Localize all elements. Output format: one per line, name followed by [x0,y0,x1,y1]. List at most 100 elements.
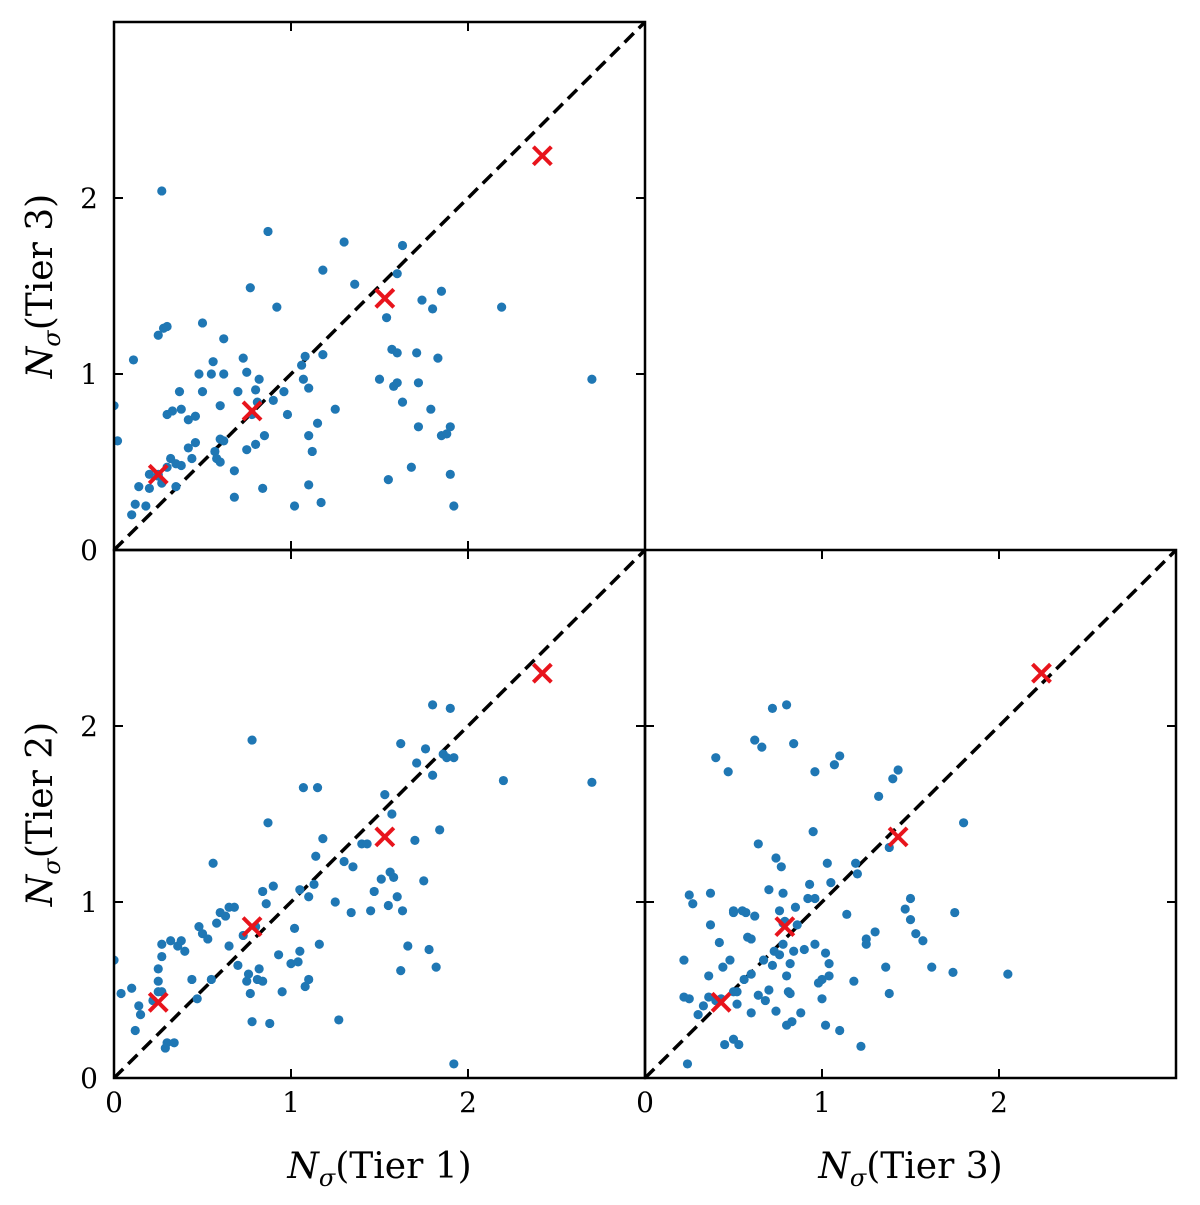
data-point [397,906,408,916]
data-point [169,1038,179,1048]
highlight-marker [241,400,263,422]
data-point [835,1025,845,1036]
data-point [318,265,328,275]
data-point [206,369,216,379]
data-point [704,971,714,981]
data-point [128,355,139,365]
data-point [157,939,167,949]
data-point [959,818,969,828]
data-point [259,431,270,441]
data-point [698,1001,709,1011]
data-point [295,885,305,895]
data-point [298,374,308,384]
data-point [247,735,257,745]
data-point [157,951,167,962]
data-point [718,962,728,972]
data-point [144,469,154,479]
data-point [796,1008,806,1018]
x-axis-label: Nσ(Tier 1) [286,1146,471,1192]
data-point [229,466,239,476]
data-point [380,790,390,800]
data-point [350,279,360,289]
data-point [948,967,958,978]
data-point [348,862,358,872]
data-point [304,480,314,490]
data-point [587,777,597,787]
data-point [144,483,154,493]
data-point [279,387,289,397]
data-point [445,422,455,432]
data-point [153,330,163,340]
data-point [362,839,372,849]
y-tick-label: 0 [80,1062,98,1095]
data-point [304,383,314,393]
data-point [330,897,340,907]
data-point [810,767,820,777]
axes-frame [643,548,1178,1080]
highlight-marker [374,826,396,848]
data-point [304,431,314,441]
data-point [785,959,795,969]
data-point [210,446,220,457]
data-point [679,955,689,965]
diagonal-line [114,550,645,1078]
data-point [420,744,431,754]
data-point [826,878,836,888]
data-point [881,962,891,972]
data-point [314,939,324,949]
data-point [426,404,436,414]
data-point [888,774,898,784]
data-point [135,1010,146,1020]
data-point [268,395,278,405]
data-point [720,1039,730,1050]
data-point [318,350,328,360]
data-point [787,1017,797,1027]
data-point [366,906,376,916]
data-point [282,409,293,420]
data-point [413,378,424,388]
highlight-marker [147,463,169,485]
data-point [307,446,317,457]
data-point [134,1001,144,1011]
data-point [760,995,770,1006]
data-point [247,1017,257,1027]
x-axis-label-text: (Tier 3) [866,1146,1002,1187]
data-point [254,374,264,384]
data-point [203,934,213,944]
y-axis-label-text: (Tier 2) [20,722,61,858]
y-tick-label: 2 [80,182,98,215]
data-point [817,974,827,985]
data-point [304,892,314,902]
data-point [688,899,698,909]
data-point [822,858,832,868]
data-point [251,385,261,395]
data-point [445,703,455,714]
data-point [192,994,202,1004]
data-point [369,886,379,897]
data-point [820,1020,831,1030]
data-point [194,369,204,379]
data-point [219,369,229,379]
data-point [810,939,820,949]
data-point [433,353,443,363]
data-point [389,872,399,882]
data-point [243,969,254,979]
data-point [153,964,163,974]
data-point [757,742,767,752]
data-point [339,237,349,247]
data-point [141,501,151,511]
highlight-marker [710,991,732,1013]
highlight-marker [887,826,909,848]
data-point [396,966,406,976]
data-point [219,334,229,344]
data-point [268,881,278,891]
data-point [449,1059,459,1069]
data-point [449,501,459,511]
data-point [746,969,756,979]
data-point [219,436,229,446]
data-point [277,987,287,997]
data-point [808,827,818,837]
data-point [127,983,137,993]
data-point [682,1059,693,1069]
data-point [431,962,441,972]
